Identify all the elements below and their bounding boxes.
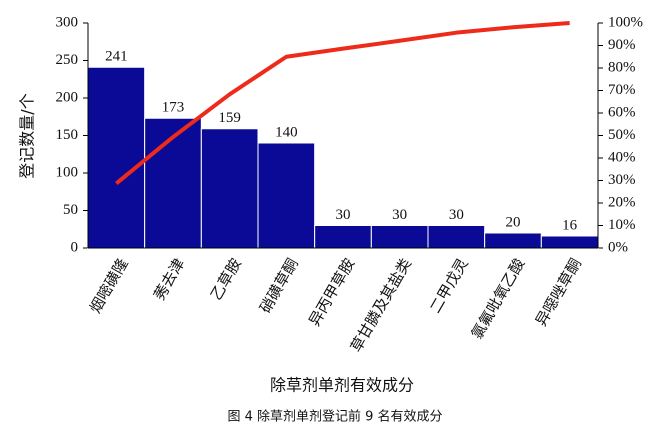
y-tick-label: 150 xyxy=(56,127,79,143)
x-tick-label: 莠去津 xyxy=(150,255,188,303)
y2-tick-label: 0% xyxy=(608,239,628,255)
x-tick-label: 草甘膦及其盐类 xyxy=(347,255,415,355)
y-tick-label: 0 xyxy=(71,239,79,255)
x-tick-label: 硝磺草酮 xyxy=(256,255,302,316)
y2-tick-label: 30% xyxy=(608,172,636,188)
bar xyxy=(144,117,202,249)
y-tick-label: 200 xyxy=(56,89,79,105)
data-label: 20 xyxy=(506,214,521,230)
bar xyxy=(540,235,599,249)
x-tick-label: 二甲戊灵 xyxy=(426,255,472,316)
y2-tick-label: 100% xyxy=(608,14,643,30)
bar xyxy=(87,66,146,249)
data-label: 30 xyxy=(336,207,351,223)
y2-tick-label: 60% xyxy=(608,104,636,120)
y2-tick-label: 40% xyxy=(608,149,636,165)
bar xyxy=(200,128,259,249)
bar xyxy=(484,232,542,249)
bar xyxy=(370,225,429,249)
bar xyxy=(314,225,372,249)
y2-tick-label: 50% xyxy=(608,127,636,143)
y2-tick-label: 20% xyxy=(608,194,636,210)
x-tick-label: 异丙甲草胺 xyxy=(305,255,358,329)
y-tick-label: 250 xyxy=(56,52,79,68)
y2-tick-label: 90% xyxy=(608,37,636,53)
x-tick-label: 异噁唑草酮 xyxy=(532,255,585,329)
y-tick-label: 100 xyxy=(56,164,79,180)
x-tick-label: 氯氟吡氧乙酸 xyxy=(468,255,529,342)
data-label: 30 xyxy=(392,207,407,223)
data-label: 159 xyxy=(218,110,241,126)
x-tick-label: 乙草胺 xyxy=(207,255,245,303)
y2-tick-label: 70% xyxy=(608,82,636,98)
y2-tick-label: 80% xyxy=(608,59,636,75)
data-label: 241 xyxy=(105,49,128,65)
chart-title: 图 4 除草剂单剂登记前 9 名有效成分 xyxy=(227,409,442,425)
cumulative-line xyxy=(115,21,570,185)
x-tick-label: 烟嘧磺隆 xyxy=(86,255,132,316)
data-label: 16 xyxy=(562,217,578,233)
y-tick-label: 50 xyxy=(63,202,78,218)
y-axis-label: 登记数量/个 xyxy=(18,93,37,178)
y-tick-label: 300 xyxy=(56,14,79,30)
y2-tick-label: 10% xyxy=(608,217,636,233)
x-axis-label: 除草剂单剂有效成分 xyxy=(270,376,414,395)
data-label: 30 xyxy=(449,207,464,223)
data-label: 173 xyxy=(162,100,185,116)
bar xyxy=(257,142,316,249)
data-label: 140 xyxy=(275,124,298,140)
bar xyxy=(427,225,486,249)
